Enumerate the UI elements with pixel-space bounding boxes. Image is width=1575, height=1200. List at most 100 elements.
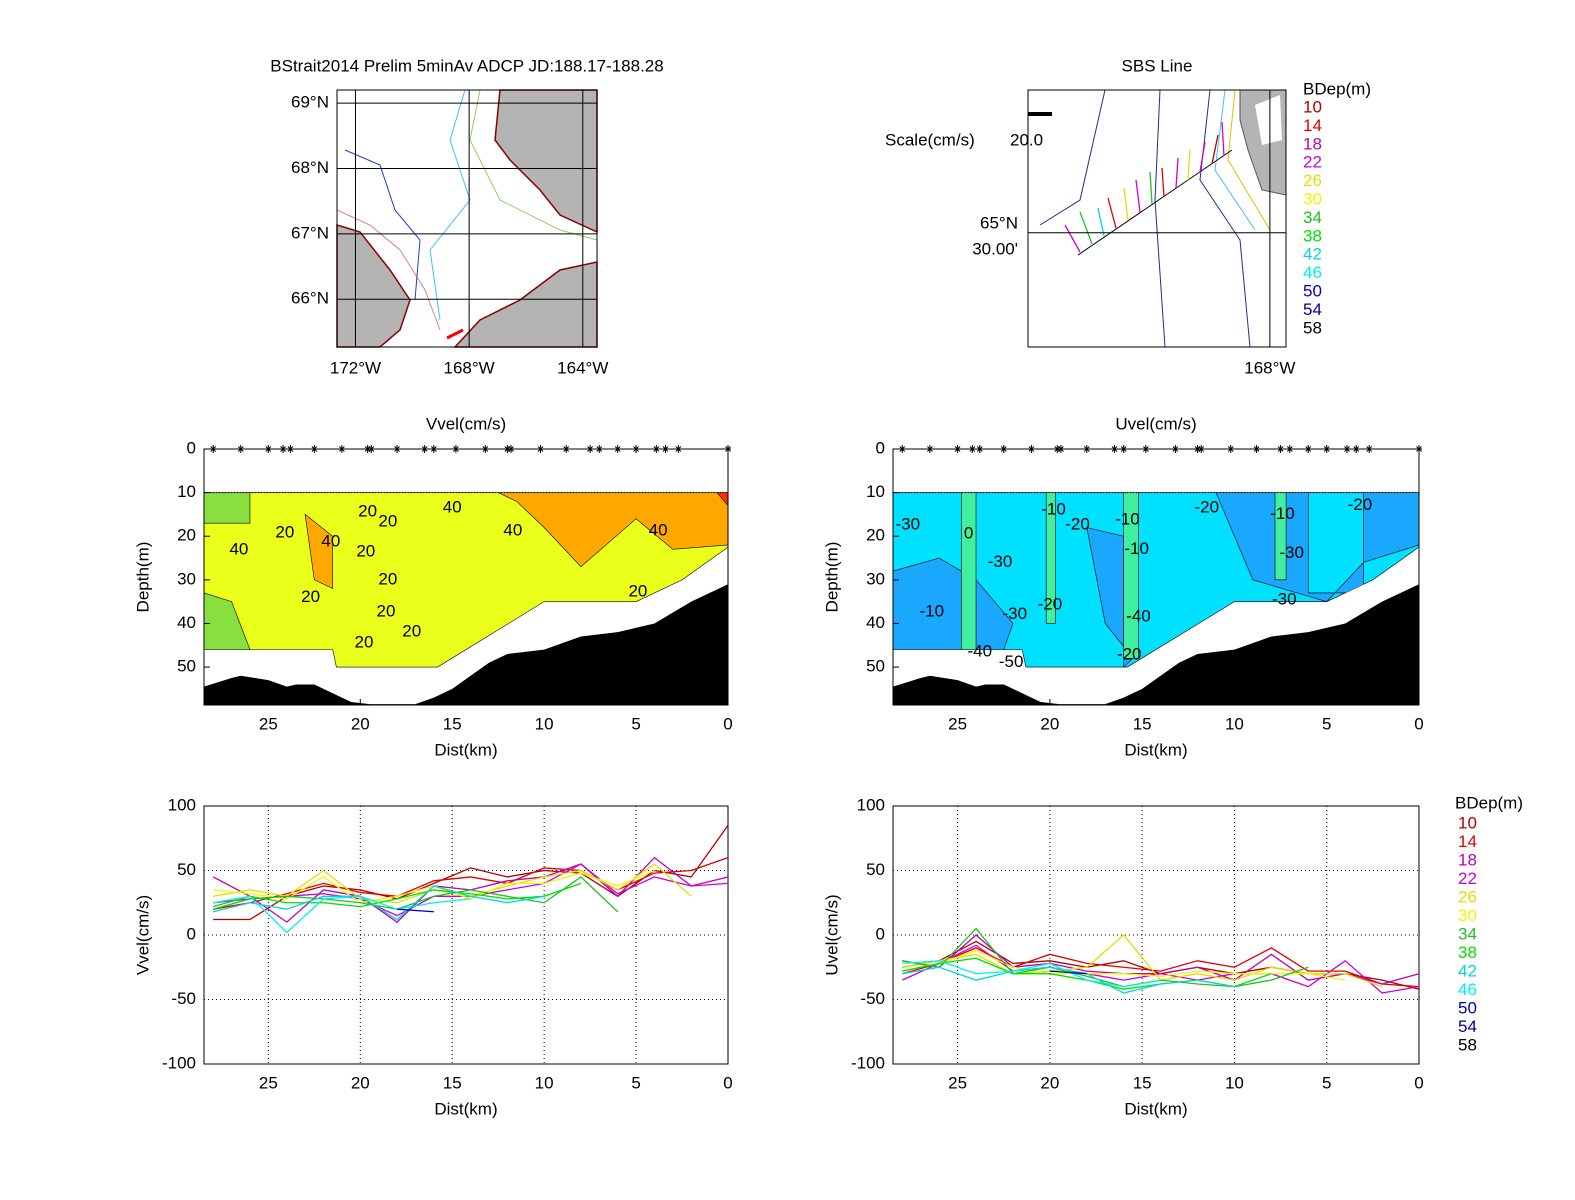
x-tick-label: 15: [443, 1073, 462, 1092]
x-tick-label: 168°W: [1244, 358, 1295, 377]
legend-entry: 22: [1458, 869, 1477, 888]
contour-label: 40: [649, 520, 668, 539]
legend-entry: 18: [1458, 850, 1477, 869]
x-tick-label: 5: [1322, 1073, 1331, 1092]
x-axis-label: Dist(km): [1124, 740, 1187, 759]
sbs-background: [1039, 89, 1287, 348]
contour-label: -10: [919, 602, 944, 621]
legend-entry: 54: [1458, 1017, 1477, 1036]
station-marker: [364, 445, 371, 453]
contour-patch: [960, 492, 977, 650]
station-marker: [1120, 445, 1127, 453]
stick: [1064, 224, 1081, 253]
stick: [1107, 197, 1117, 229]
axes-box: [892, 448, 1420, 706]
x-axis-label: Dist(km): [434, 740, 497, 759]
station-marker: [537, 445, 544, 453]
y-tick-label: 50: [177, 657, 196, 676]
legend-entry: 30: [1303, 189, 1322, 208]
legend-entry: 26: [1458, 887, 1477, 906]
contour-patch: [204, 492, 251, 524]
contour-label: 40: [321, 531, 340, 550]
contour-patch: [1045, 492, 1056, 624]
station-marker: [430, 445, 437, 453]
x-tick-label: 20: [1040, 1073, 1059, 1092]
station-marker: [1344, 445, 1351, 453]
section-line: [1077, 149, 1233, 256]
contour-patch: [1215, 492, 1419, 602]
y-tick-label: 0: [187, 438, 196, 457]
y-tick-label: -50: [860, 989, 885, 1008]
station-marker: [1286, 445, 1293, 453]
contour-label: 20: [377, 602, 396, 621]
contour-label: 20: [402, 622, 421, 641]
legend-entry: 58: [1303, 318, 1322, 337]
legend-entry: 18: [1303, 134, 1322, 153]
contour-label: 20: [378, 511, 397, 530]
axes-box: [1027, 89, 1287, 348]
series-line: [397, 908, 434, 913]
seafloor: [204, 584, 728, 705]
legend-entry: 54: [1303, 300, 1322, 319]
station-marker: [237, 445, 244, 453]
station-marker: [1194, 445, 1201, 453]
station-marker: [1277, 445, 1284, 453]
isobath: [1039, 89, 1106, 226]
contour-label: -20: [1117, 644, 1142, 663]
y-tick-label: 50: [177, 860, 196, 879]
x-tick-label: 164°W: [557, 358, 608, 377]
stick: [1161, 167, 1165, 197]
contour-label: -20: [1348, 495, 1373, 514]
stick: [1149, 171, 1153, 205]
legend-entry: 46: [1303, 263, 1322, 282]
chart-title: Vvel(cm/s): [426, 414, 506, 433]
contour-label: -10: [1270, 504, 1295, 523]
station-marker: [662, 445, 669, 453]
x-tick-label: 15: [443, 714, 462, 733]
x-tick-label: 0: [1414, 1073, 1423, 1092]
contour-patch: [1123, 492, 1139, 659]
station-marker: [1305, 445, 1312, 453]
station-marker: [675, 445, 682, 453]
y-tick-label: -100: [162, 1053, 196, 1072]
series-line: [902, 960, 1161, 988]
contour-label: -10: [1124, 539, 1149, 558]
x-tick-label: 25: [948, 1073, 967, 1092]
legend-entry: 10: [1458, 813, 1477, 832]
y-tick-label: 65°N: [980, 213, 1018, 232]
y-tick-label: 0: [187, 924, 196, 943]
x-tick-label: 20: [351, 714, 370, 733]
y-tick-label: 50: [866, 860, 885, 879]
x-tick-label: 0: [1414, 714, 1423, 733]
contour-patch: [498, 492, 728, 568]
contour-label: -20: [1065, 514, 1090, 533]
legend-entry: 34: [1303, 208, 1322, 227]
contour-label: 40: [503, 520, 522, 539]
y-tick-label: 40: [866, 613, 885, 632]
legend-entry: 58: [1458, 1035, 1477, 1054]
y-axis-label: Depth(m): [133, 542, 152, 613]
x-tick-label: 168°W: [444, 358, 495, 377]
legend-entry: 42: [1458, 961, 1477, 980]
y-tick-label: -100: [851, 1053, 885, 1072]
series-line: [1049, 970, 1087, 975]
x-tick-label: 10: [1225, 714, 1244, 733]
y-tick-label: 30: [866, 569, 885, 588]
isobath: [1154, 89, 1166, 348]
station-marker: [1416, 445, 1422, 453]
station-marker: [394, 445, 401, 453]
legend-entry: 30: [1458, 906, 1477, 925]
legend-entry: 50: [1303, 281, 1322, 300]
station-marker: [1057, 445, 1064, 453]
station-marker: [368, 445, 375, 453]
stick: [1123, 187, 1129, 221]
series-line: [213, 885, 545, 921]
contour-label: 40: [229, 540, 248, 559]
legend-entry: 38: [1303, 226, 1322, 245]
y-tick-label: 0: [876, 438, 885, 457]
contour-label: 20: [358, 501, 377, 520]
station-marker: [1054, 445, 1061, 453]
ship-track: [446, 328, 464, 340]
station-marker: [653, 445, 660, 453]
